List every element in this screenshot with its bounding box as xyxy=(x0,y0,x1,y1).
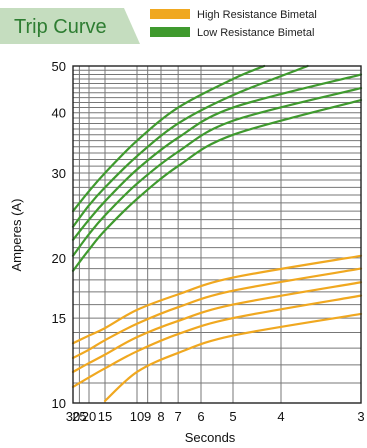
x-tick-label: 7 xyxy=(175,409,182,424)
series-line-high-8 xyxy=(71,294,363,388)
series-line-low-4 xyxy=(71,98,363,272)
y-tick-label: 40 xyxy=(52,106,66,121)
x-tick-label: 3 xyxy=(357,409,364,424)
y-tick-label: 50 xyxy=(52,59,66,74)
y-tick-label: 15 xyxy=(52,311,66,326)
x-tick-label: 15 xyxy=(98,409,112,424)
series-group xyxy=(71,64,363,403)
legend-swatch-low xyxy=(150,27,190,37)
x-tick-label: 10 xyxy=(130,409,144,424)
x-tick-label: 5 xyxy=(229,409,236,424)
x-tick-label: 9 xyxy=(144,409,151,424)
chart-title: Trip Curve xyxy=(14,16,107,38)
y-tick-label: 10 xyxy=(52,396,66,411)
y-tick-label: 20 xyxy=(52,251,66,266)
legend-label-low: Low Resistance Bimetal xyxy=(197,27,314,39)
y-tick-label: 30 xyxy=(52,166,66,181)
x-axis-label: Seconds xyxy=(185,430,236,445)
title-tab xyxy=(0,8,140,44)
series-line-high-6 xyxy=(71,267,363,360)
x-tick-label: 20 xyxy=(82,409,96,424)
x-tick-label: 25 xyxy=(72,409,86,424)
x-tick-label: 6 xyxy=(197,409,204,424)
series-line-low-0 xyxy=(71,64,266,213)
plot-frame xyxy=(72,65,362,404)
legend-swatch-high xyxy=(150,9,190,19)
series-line-low-2 xyxy=(71,73,363,241)
legend-label-high: High Resistance Bimetal xyxy=(197,9,317,21)
series-line-high-5 xyxy=(71,254,363,345)
grid xyxy=(72,65,362,404)
y-axis-label: Amperes (A) xyxy=(9,199,24,272)
x-tick-label: 30 xyxy=(66,409,80,424)
x-tick-label: 4 xyxy=(277,409,284,424)
series-line-low-3 xyxy=(71,86,363,257)
legend: High Resistance Bimetal Low Resistance B… xyxy=(150,9,317,39)
axes xyxy=(72,65,362,404)
x-tick-label: 8 xyxy=(157,409,164,424)
series-line-high-9 xyxy=(103,312,363,403)
series-line-high-7 xyxy=(71,281,363,374)
series-line-low-1 xyxy=(71,64,309,228)
y-tick-labels: 10 15 20 30 40 50 xyxy=(52,59,66,411)
